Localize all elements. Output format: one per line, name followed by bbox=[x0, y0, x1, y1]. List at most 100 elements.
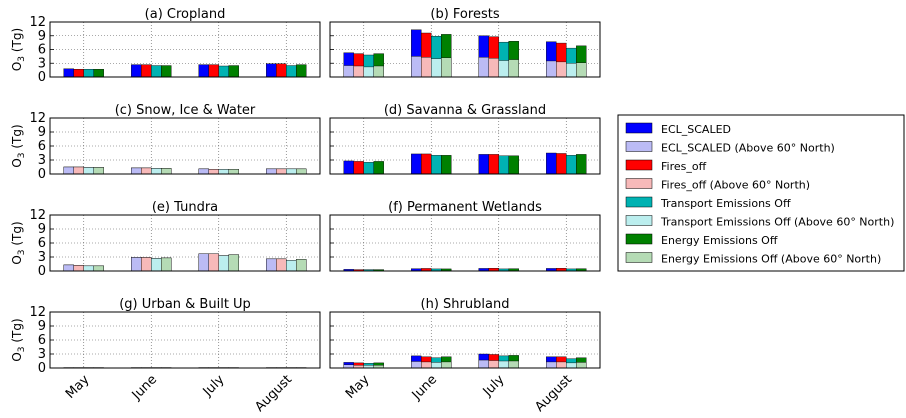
bar-above60-ecl-scaled bbox=[198, 168, 209, 175]
bar-fires-off bbox=[488, 154, 499, 175]
bar-ecl-scaled bbox=[343, 160, 354, 175]
bar-above60-fires-off bbox=[556, 61, 567, 78]
bar-ecl-scaled bbox=[546, 152, 557, 175]
bar-above60-energy-emissions-off bbox=[296, 259, 307, 272]
bar-above60-fires-off bbox=[276, 168, 287, 175]
legend: ECL_SCALED ECL_SCALED (Above 60° North) Fi… bbox=[617, 114, 905, 272]
y-tick-label: 6 bbox=[38, 139, 46, 154]
bar-energy-emissions-off bbox=[508, 155, 519, 175]
bar-fires-off bbox=[556, 153, 567, 175]
bar-above60-ecl-scaled bbox=[546, 60, 557, 78]
bar-above60-ecl-scaled bbox=[63, 166, 74, 175]
x-tick-label: July bbox=[480, 372, 508, 400]
panel-6: (f) Permanent Wetlands bbox=[329, 200, 601, 272]
bar-above60-energy-emissions-off bbox=[93, 167, 104, 175]
bar-above60-fires-off bbox=[141, 257, 152, 272]
legend-swatch bbox=[625, 159, 653, 171]
y-tick-label: 9 bbox=[38, 319, 46, 334]
legend-swatch bbox=[625, 122, 653, 134]
y-tick-label: 0 bbox=[38, 264, 46, 279]
bar-above60-energy-emissions-off bbox=[161, 168, 172, 175]
legend-label: Fires_off (Above 60° North) bbox=[661, 179, 810, 192]
bar-energy-emissions-off bbox=[93, 69, 104, 78]
bar-above60-ecl-scaled bbox=[343, 65, 354, 78]
bar-transport-emissions-off bbox=[431, 155, 442, 175]
y-tick-label: 9 bbox=[38, 222, 46, 237]
bar-transport-emissions-off bbox=[286, 65, 297, 78]
bar-transport-emissions-off bbox=[363, 162, 374, 175]
y-tick-label: 3 bbox=[38, 153, 46, 168]
legend-label: Energy Emissions Off bbox=[661, 234, 778, 247]
bar-above60-fires-off bbox=[556, 361, 567, 369]
x-tick-label: August bbox=[532, 372, 575, 414]
legend-label: Transport Emissions Off (Above 60° North… bbox=[660, 216, 894, 229]
bar-above60-transport-emissions-off bbox=[431, 58, 442, 78]
bar-above60-energy-emissions-off bbox=[373, 65, 384, 78]
bar-above60-ecl-scaled bbox=[131, 257, 142, 272]
y-axis-label: O3 (Tg) bbox=[10, 124, 27, 167]
bar-fires-off bbox=[73, 69, 84, 78]
x-tick-label: June bbox=[129, 372, 160, 403]
bar-above60-energy-emissions-off bbox=[296, 168, 307, 175]
legend-label: Fires_off bbox=[661, 160, 707, 173]
bar-energy-emissions-off bbox=[161, 65, 172, 78]
bar-above60-ecl-scaled bbox=[63, 264, 74, 272]
legend-label: Energy Emissions Off (Above 60° North) bbox=[661, 253, 881, 266]
bar-above60-energy-emissions-off bbox=[508, 59, 519, 78]
bar-above60-transport-emissions-off bbox=[218, 255, 229, 272]
bar-above60-energy-emissions-off bbox=[161, 257, 172, 272]
y-tick-label: 12 bbox=[29, 305, 46, 320]
panel-title: (h) Shrubland bbox=[421, 297, 510, 312]
bar-ecl-scaled bbox=[198, 64, 209, 78]
bar-above60-energy-emissions-off bbox=[228, 169, 239, 175]
bar-above60-transport-emissions-off bbox=[566, 63, 577, 78]
bar-above60-ecl-scaled bbox=[411, 361, 422, 369]
bar-above60-ecl-scaled bbox=[266, 168, 277, 175]
bar-above60-fires-off bbox=[488, 58, 499, 78]
bar-above60-transport-emissions-off bbox=[286, 168, 297, 175]
bar-ecl-scaled bbox=[63, 68, 74, 78]
panel-title: (a) Cropland bbox=[145, 7, 226, 22]
legend-frame bbox=[617, 114, 905, 272]
bar-above60-transport-emissions-off bbox=[151, 258, 162, 272]
bar-above60-transport-emissions-off bbox=[83, 265, 94, 272]
y-tick-label: 3 bbox=[38, 56, 46, 71]
legend-swatch bbox=[625, 252, 653, 263]
bar-energy-emissions-off bbox=[228, 65, 239, 78]
y-tick-label: 3 bbox=[38, 250, 46, 265]
bar-above60-energy-emissions-off bbox=[93, 265, 104, 272]
y-axis-label: O3 (Tg) bbox=[10, 28, 27, 71]
y-tick-label: 6 bbox=[38, 333, 46, 348]
bar-above60-transport-emissions-off bbox=[218, 169, 229, 175]
bar-above60-fires-off bbox=[276, 258, 287, 272]
legend-swatch bbox=[625, 215, 653, 226]
y-tick-label: 9 bbox=[38, 29, 46, 44]
bar-ecl-scaled bbox=[131, 64, 142, 78]
bar-above60-fires-off bbox=[488, 360, 499, 369]
x-tick-label: May bbox=[63, 372, 93, 402]
bar-above60-fires-off bbox=[73, 265, 84, 272]
y-axis-label: O3 (Tg) bbox=[10, 221, 27, 264]
bar-above60-ecl-scaled bbox=[478, 57, 489, 78]
panel-2: (b) Forests bbox=[329, 7, 601, 78]
legend-swatch bbox=[625, 178, 653, 189]
y-tick-label: 6 bbox=[38, 236, 46, 251]
bar-above60-energy-emissions-off bbox=[441, 361, 452, 369]
bar-energy-emissions-off bbox=[576, 154, 587, 175]
bar-fires-off bbox=[208, 64, 219, 78]
bar-above60-energy-emissions-off bbox=[228, 254, 239, 272]
legend-label: ECL_SCALED (Above 60° North) bbox=[661, 142, 835, 155]
bar-above60-transport-emissions-off bbox=[83, 167, 94, 175]
y-tick-label: 0 bbox=[38, 361, 46, 376]
bar-ecl-scaled bbox=[266, 63, 277, 78]
bar-above60-ecl-scaled bbox=[546, 361, 557, 369]
y-tick-label: 9 bbox=[38, 125, 46, 140]
x-tick-label: July bbox=[200, 372, 228, 400]
y-tick-label: 12 bbox=[29, 208, 46, 223]
bar-transport-emissions-off bbox=[566, 155, 577, 175]
bar-above60-ecl-scaled bbox=[266, 258, 277, 272]
bar-above60-fires-off bbox=[208, 253, 219, 272]
